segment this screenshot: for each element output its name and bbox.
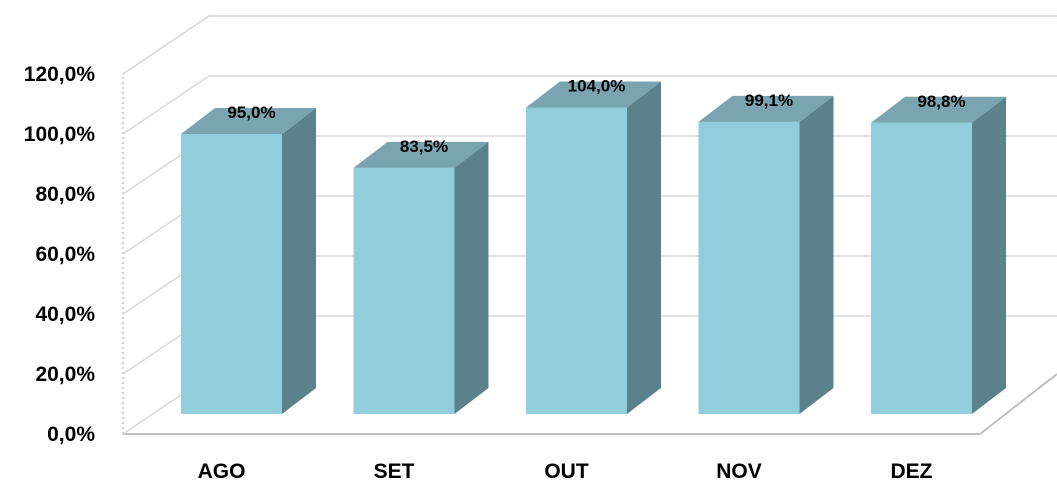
bar-front [353,167,455,414]
y-tick-label: 100,0% [24,123,96,146]
y-tick-label: 20,0% [35,363,95,386]
bar-top [698,95,834,122]
bar-ago: 95,0% [181,103,316,414]
x-tick-label: SET [374,460,415,481]
x-tick-label: DEZ [891,460,933,481]
gridline-side [122,75,210,135]
x-tick-label: OUT [544,460,589,481]
bar-top [353,141,489,168]
bar-side [972,96,1006,415]
x-tick-label: NOV [716,460,762,481]
gridline [122,15,1057,75]
bar-side [627,81,661,414]
bar-top [871,96,1006,123]
bar-side [454,141,489,415]
bar-side [799,95,834,415]
bar-side [282,108,316,414]
data-label: 99,1% [745,91,793,110]
bar-dez: 98,8% [871,92,1006,415]
y-tick-label: 120,0% [24,63,96,86]
y-axis-ticks: 0,0% 20,0% 40,0% 60,0% 80,0% 100,0% 120,0% [24,63,96,446]
bar-out: 104,0% [526,76,661,414]
y-tick-label: 40,0% [35,303,95,326]
data-label: 95,0% [227,103,275,122]
x-tick-label: AGO [198,460,246,481]
data-label: 98,8% [917,92,965,111]
x-axis-ticks: AGO SET OUT NOV DEZ [198,460,933,481]
y-tick-label: 60,0% [35,243,95,266]
bar-nov: 99,1% [698,91,834,415]
gridline [122,75,1057,135]
bar-front [871,122,972,415]
bars: 95,0% 83,5% 104,0% 99,1% 98,8% [181,76,1006,415]
bar-top [526,81,661,108]
y-tick-label: 0,0% [47,423,95,446]
bar-top [181,108,316,134]
data-label: 83,5% [400,137,448,156]
bar-front [698,121,800,415]
y-tick-label: 80,0% [35,183,95,206]
data-label: 104,0% [568,76,626,95]
bar-front [181,134,282,414]
bar-set: 83,5% [353,137,489,415]
bar-front [526,107,627,414]
floor-right-edge [979,373,1057,435]
gridline-side [122,15,210,75]
